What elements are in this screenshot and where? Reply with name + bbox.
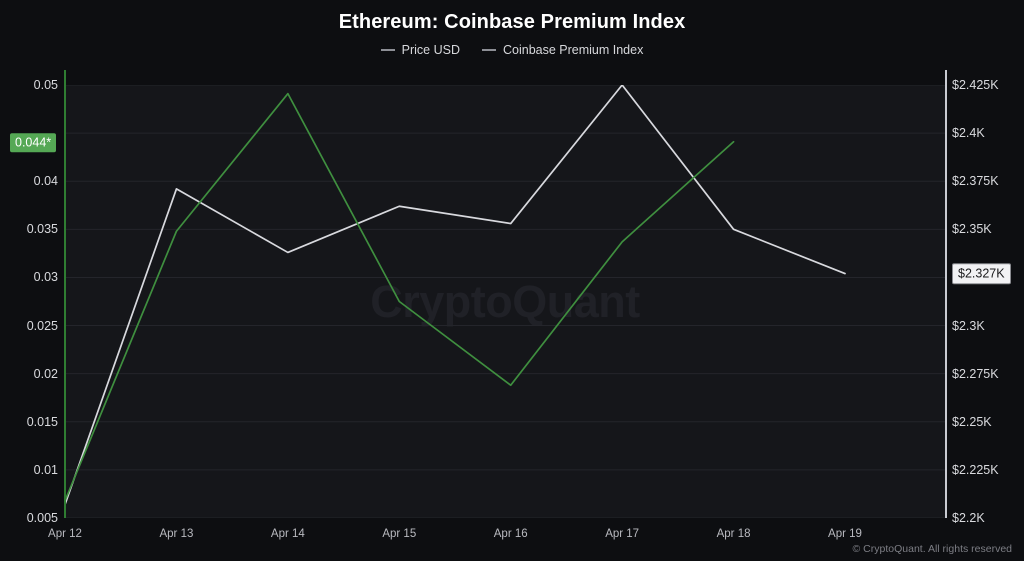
x-axis-tick-label: Apr 18 bbox=[716, 528, 751, 540]
left-axis-tick-label: 0.025 bbox=[26, 318, 58, 333]
legend-line-icon bbox=[481, 49, 496, 51]
left-axis-spine bbox=[64, 70, 66, 518]
right-axis-tick-label: $2.275K bbox=[952, 366, 999, 381]
legend-item-label: Coinbase Premium Index bbox=[502, 43, 644, 57]
x-axis-tick-label: Apr 17 bbox=[605, 528, 640, 540]
right-axis-tick-label: $2.375K bbox=[952, 174, 999, 189]
series-line-price-usd bbox=[65, 85, 846, 506]
x-axis-tick-label: Apr 14 bbox=[270, 528, 305, 540]
right-axis-value-badge: $2.327K bbox=[952, 262, 1011, 285]
left-axis-tick-label: 0.005 bbox=[26, 511, 58, 525]
legend-item-price-usd[interactable]: Price USD bbox=[380, 43, 460, 57]
left-y-axis: 0.05 0.04 0.035 0.03 0.025 0.02 0.015 0.01 0.005 bbox=[0, 0, 58, 561]
right-axis-tick-label: $2.425K bbox=[952, 78, 999, 92]
page-title: Ethereum: Coinbase Premium Index bbox=[338, 11, 686, 33]
x-axis-tick-label: Apr 12 bbox=[48, 528, 82, 540]
right-y-axis: $2.425K $2.4K $2.375K $2.35K $2.3K $2.275K $2.… bbox=[952, 0, 1024, 561]
x-axis-tick-label: Apr 16 bbox=[493, 528, 528, 540]
series-lines bbox=[65, 85, 846, 506]
right-axis-tick-label: $2.25K bbox=[952, 414, 992, 429]
right-axis-spine bbox=[945, 70, 947, 518]
left-axis-tick-label: 0.02 bbox=[33, 366, 58, 381]
right-axis-tick-label: $2.3K bbox=[952, 318, 985, 333]
legend-item-coinbase-premium-index[interactable]: Coinbase Premium Index bbox=[481, 43, 644, 57]
x-axis-tick-label: Apr 15 bbox=[382, 528, 417, 540]
x-axis-tick-label: Apr 13 bbox=[159, 528, 194, 540]
right-axis-tick-label: $2.2K bbox=[952, 511, 985, 525]
left-axis-tick-label: 0.04 bbox=[33, 174, 58, 189]
left-axis-tick-label: 0.01 bbox=[33, 462, 58, 477]
copyright-notice: © CryptoQuant. All rights reserved bbox=[852, 543, 1012, 555]
chart-legend: Price USD Coinbase Premium Index bbox=[0, 43, 1024, 57]
left-axis-tick-label: 0.03 bbox=[33, 270, 58, 285]
left-axis-tick-label: 0.035 bbox=[26, 222, 58, 237]
left-axis-value-badge: 0.044* bbox=[10, 132, 57, 153]
right-axis-tick-label: $2.4K bbox=[952, 126, 985, 141]
gridlines bbox=[65, 85, 945, 518]
left-axis-tick-label: 0.015 bbox=[26, 414, 58, 429]
legend-line-icon bbox=[380, 49, 395, 51]
x-axis: Apr 12 Apr 13 Apr 14 Apr 15 Apr 16 Apr 17 Apr … bbox=[48, 528, 945, 548]
legend-item-label: Price USD bbox=[401, 43, 460, 57]
series-line-coinbase-premium-index bbox=[65, 92, 735, 502]
plot-area: CryptoQuant bbox=[65, 85, 945, 518]
right-axis-tick-label: $2.225K bbox=[952, 462, 999, 477]
x-axis-tick-label: Apr 19 bbox=[828, 528, 862, 540]
left-axis-tick-label: 0.05 bbox=[33, 78, 58, 92]
right-axis-tick-label: $2.35K bbox=[952, 222, 992, 237]
